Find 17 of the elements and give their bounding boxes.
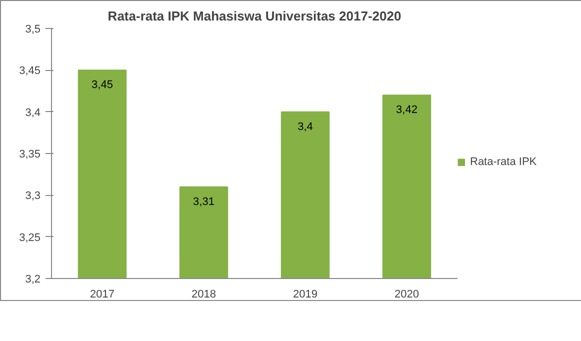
- y-tick-label: 3,4: [25, 106, 41, 119]
- y-tick-label: 3,3: [25, 190, 41, 202]
- text: 3,42: [396, 104, 418, 116]
- y-tick-label: 3,2: [25, 274, 41, 286]
- chart-title: Rata-rata IPK Mahasiswa Universitas 2017-2020: [108, 8, 402, 24]
- y-tick-label: 3,5: [25, 24, 41, 36]
- x-tick-label: 2018: [192, 288, 216, 300]
- y-tick-label: 3,45: [19, 65, 41, 78]
- x-tick-label: 2017: [90, 288, 114, 300]
- x-tick-label: 2020: [394, 288, 419, 300]
- y-tick-label: 3,35: [19, 148, 41, 160]
- text: 3,4: [298, 120, 313, 133]
- y-tick-label: 3,25: [19, 232, 41, 244]
- text: 3,31: [193, 196, 214, 208]
- x-tick-label: 2019: [293, 288, 318, 300]
- text: 3,45: [92, 79, 113, 92]
- legend-label: Rata-rata IPK: [470, 156, 537, 168]
